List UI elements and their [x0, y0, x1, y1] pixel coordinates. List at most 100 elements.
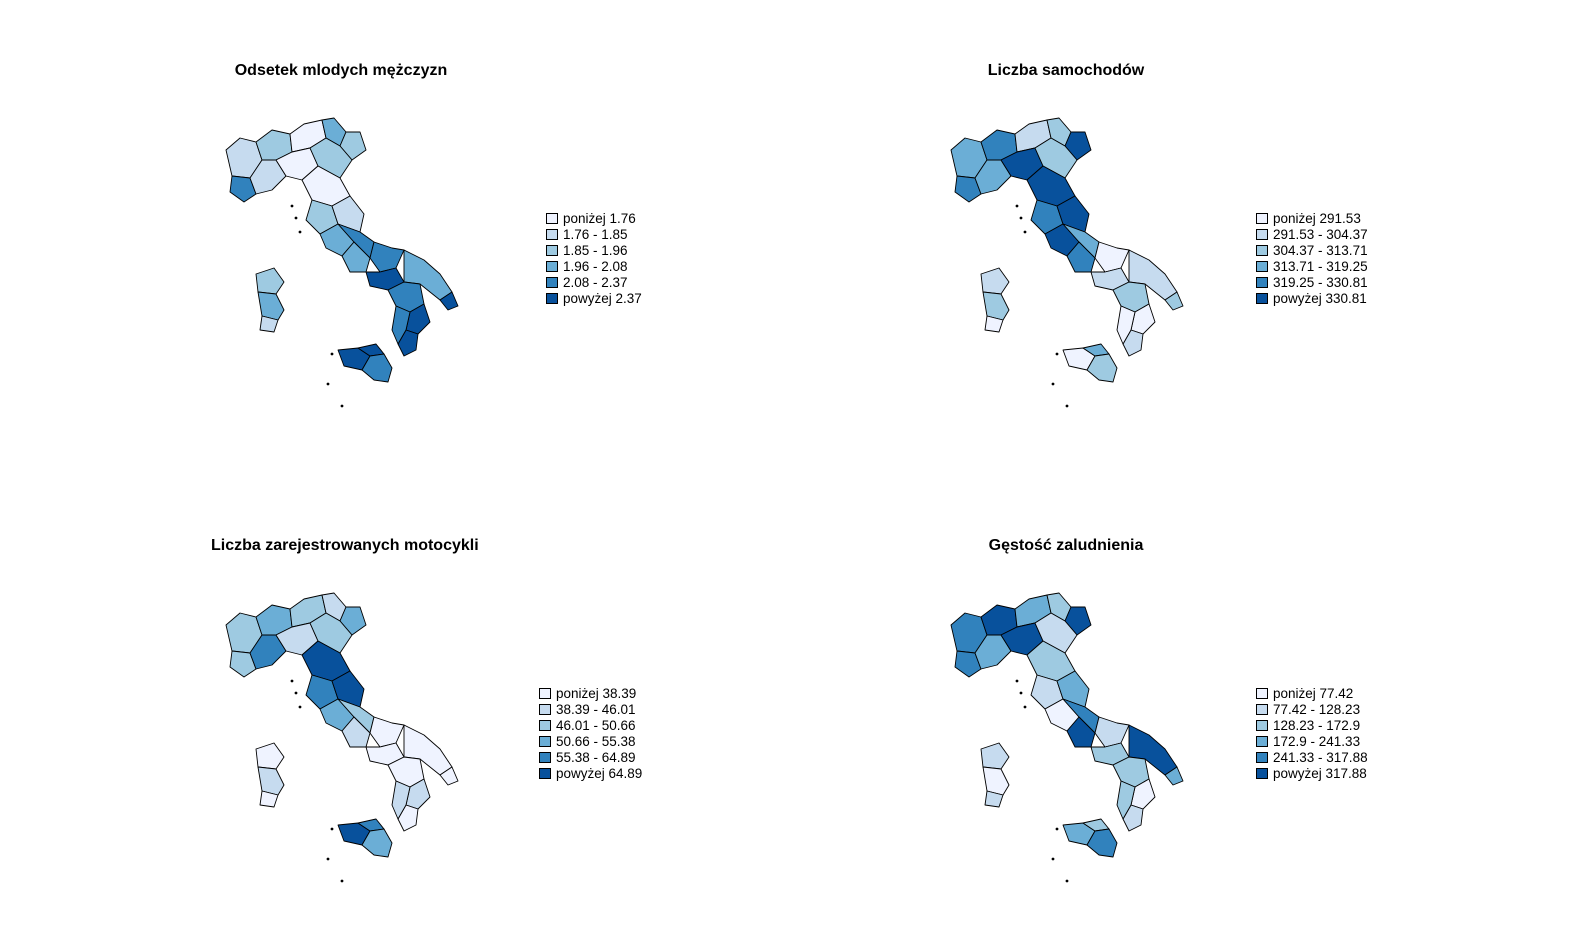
legend-item: 1.76 - 1.85 [546, 226, 642, 242]
legend-swatch [1256, 260, 1268, 272]
legend-label: 55.38 - 64.89 [556, 749, 636, 765]
legend-label: 128.23 - 172.9 [1273, 717, 1361, 733]
small-island-5 [1065, 404, 1069, 408]
region-north-6 [229, 175, 257, 203]
map-panel-1: Odsetek mlodych mężczyzn poniżej 1.76 1.… [0, 10, 794, 461]
legend-item: 291.53 - 304.37 [1256, 226, 1368, 242]
legend-swatch [539, 703, 551, 715]
legend-item: poniżej 77.42 [1256, 685, 1368, 701]
small-island-4 [1051, 382, 1055, 386]
italy-map-4 [950, 592, 1184, 883]
small-island-3 [298, 705, 302, 709]
small-island-4 [326, 857, 330, 861]
region-sardinia-1 [255, 742, 285, 770]
small-island-2 [1019, 691, 1023, 695]
region-sicily-3 [361, 828, 393, 858]
legend-swatch [1256, 703, 1268, 715]
legend-item: 172.9 - 241.33 [1256, 733, 1368, 749]
region-south-6 [439, 291, 459, 311]
map-title: Liczba samochodów [987, 62, 1145, 79]
legend-item: powyżej 64.89 [539, 765, 642, 781]
legend-swatch [1256, 292, 1268, 304]
region-center-6 [1066, 716, 1096, 748]
legend-label: poniżej 291.53 [1273, 210, 1361, 226]
small-island-4 [1051, 857, 1055, 861]
legend-item: 55.38 - 64.89 [539, 749, 642, 765]
region-south-5 [391, 780, 411, 820]
map-panel-3: Liczba zarejestrowanych motocykli poniże… [0, 485, 794, 936]
small-island-2 [294, 216, 298, 220]
legend-swatch [546, 292, 558, 304]
small-island-1 [1015, 204, 1019, 208]
legend-label: 77.42 - 128.23 [1273, 701, 1361, 717]
region-sardinia-2 [257, 291, 285, 321]
legend-swatch [546, 228, 558, 240]
small-island-3 [1023, 705, 1027, 709]
legend-item: 1.85 - 1.96 [546, 242, 642, 258]
legend-label: poniżej 38.39 [556, 685, 637, 701]
legend-item: powyżej 2.37 [546, 290, 642, 306]
region-center-3 [1056, 670, 1090, 708]
region-north-6 [229, 650, 257, 678]
small-island-6 [1055, 352, 1059, 356]
small-island-6 [330, 352, 334, 356]
legend-label: poniżej 77.42 [1273, 685, 1354, 701]
legend-swatch [539, 751, 551, 763]
region-center-7 [1094, 716, 1130, 748]
region-sicily-3 [361, 353, 393, 383]
italy-map-1 [225, 117, 459, 408]
legend-item: 1.96 - 2.08 [546, 258, 642, 274]
legend-swatch [1256, 212, 1268, 224]
legend-item: 319.25 - 330.81 [1256, 274, 1368, 290]
legend-item: poniżej 291.53 [1256, 210, 1368, 226]
legend-item: powyżej 330.81 [1256, 290, 1368, 306]
region-center-3 [331, 670, 365, 708]
map-title: Gęstość zaludnienia [988, 537, 1144, 554]
legend-swatch [1256, 228, 1268, 240]
region-center-3 [331, 195, 365, 233]
region-north-6 [954, 175, 982, 203]
region-sardinia-1 [255, 267, 285, 295]
legend-item: 304.37 - 313.71 [1256, 242, 1368, 258]
region-south-5 [391, 305, 411, 345]
small-island-3 [298, 230, 302, 234]
region-center-6 [1066, 241, 1096, 273]
region-center-3 [1056, 195, 1090, 233]
small-island-5 [1065, 879, 1069, 883]
legend-label: poniżej 1.76 [563, 210, 636, 226]
legend-swatch [1256, 767, 1268, 779]
legend-item: poniżej 38.39 [539, 685, 642, 701]
map-panel-4: Gęstość zaludnienia poniżej 77.42 77.42 … [725, 485, 1519, 936]
legend-label: powyżej 64.89 [556, 765, 643, 781]
legend-label: powyżej 2.37 [563, 290, 642, 306]
legend-label: 319.25 - 330.81 [1273, 274, 1368, 290]
small-island-2 [1019, 216, 1023, 220]
region-center-6 [341, 241, 371, 273]
legend-item: 241.33 - 317.88 [1256, 749, 1368, 765]
legend-swatch [546, 212, 558, 224]
region-sardinia-1 [980, 267, 1010, 295]
legend-label: 50.66 - 55.38 [556, 733, 636, 749]
region-south-6 [1164, 291, 1184, 311]
map-panel-2: Liczba samochodów poniżej 291.53 291.53 … [725, 10, 1519, 461]
legend-label: powyżej 317.88 [1273, 765, 1367, 781]
legend-item: 313.71 - 319.25 [1256, 258, 1368, 274]
legend-item: 50.66 - 55.38 [539, 733, 642, 749]
legend-label: powyżej 330.81 [1273, 290, 1367, 306]
legend-swatch [1256, 244, 1268, 256]
legend-label: 1.96 - 2.08 [563, 258, 628, 274]
region-sardinia-3 [259, 790, 279, 808]
map-legend: poniżej 38.39 38.39 - 46.01 46.01 - 50.6… [539, 685, 642, 781]
small-island-5 [340, 404, 344, 408]
legend-item: 38.39 - 46.01 [539, 701, 642, 717]
region-north-6 [954, 650, 982, 678]
legend-swatch [1256, 719, 1268, 731]
legend-label: 291.53 - 304.37 [1273, 226, 1368, 242]
legend-swatch [1256, 735, 1268, 747]
legend-label: 241.33 - 317.88 [1273, 749, 1368, 765]
map-legend: poniżej 291.53 291.53 - 304.37 304.37 - … [1256, 210, 1368, 306]
region-sardinia-2 [982, 291, 1010, 321]
region-sardinia-1 [980, 742, 1010, 770]
legend-item: 46.01 - 50.66 [539, 717, 642, 733]
map-legend: poniżej 77.42 77.42 - 128.23 128.23 - 17… [1256, 685, 1368, 781]
